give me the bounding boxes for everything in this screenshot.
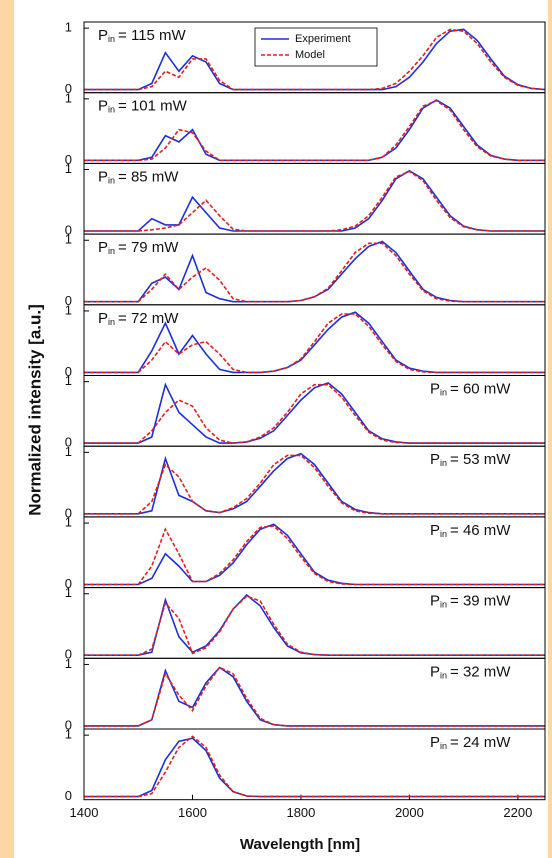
- power-label-main: P: [430, 380, 440, 397]
- power-label-value: = 101 mW: [118, 98, 188, 115]
- power-label-main: P: [98, 310, 108, 327]
- y-tick-label: 0: [65, 647, 72, 662]
- power-label: Pin = 101 mW: [98, 98, 188, 115]
- power-label-main: P: [98, 98, 108, 115]
- power-label-main: P: [430, 522, 440, 539]
- power-label-main: P: [98, 27, 108, 44]
- power-label-main: P: [430, 451, 440, 468]
- spectrum-line: [84, 454, 545, 515]
- panel-frame: [83, 728, 546, 801]
- power-label-value: = 115 mW: [118, 27, 187, 44]
- power-label-main: P: [430, 734, 440, 751]
- spectrum-line: [84, 525, 545, 586]
- power-label-value: = 53 mW: [450, 451, 511, 468]
- power-label-sub: in: [440, 388, 447, 398]
- spectrum-line: [84, 735, 545, 798]
- power-label: Pin = 60 mW: [430, 380, 511, 397]
- power-label: Pin = 39 mW: [430, 593, 511, 610]
- power-label-main: P: [430, 663, 440, 680]
- legend-label: Experiment: [295, 33, 351, 45]
- legend-box: [254, 27, 378, 67]
- power-label: Pin = 53 mW: [430, 451, 511, 468]
- x-tick-label: 2200: [503, 805, 532, 820]
- power-label-value: = 60 mW: [450, 380, 511, 397]
- y-tick-label: 0: [65, 293, 72, 308]
- power-label-value: = 39 mW: [450, 593, 511, 610]
- x-tick-label: 1600: [178, 805, 207, 820]
- y-tick-label: 0: [65, 222, 72, 237]
- y-tick-label: 0: [65, 364, 72, 379]
- spectrum-line: [84, 99, 545, 162]
- spectrum-line: [84, 242, 545, 303]
- legend-label: Model: [295, 49, 325, 61]
- y-tick-label: 0: [65, 152, 72, 167]
- power-label-sub: in: [440, 741, 447, 751]
- y-tick-label: 1: [65, 514, 72, 529]
- power-label-value: = 85 mW: [118, 168, 179, 185]
- power-label-value: = 24 mW: [450, 734, 511, 751]
- y-tick-label: 1: [65, 585, 72, 600]
- x-tick-label: 1800: [286, 805, 315, 820]
- y-tick-label: 1: [65, 444, 72, 459]
- power-label-value: = 46 mW: [450, 522, 511, 539]
- power-label-value: = 32 mW: [450, 663, 511, 680]
- y-tick-label: 1: [65, 232, 72, 247]
- x-axis-title: Wavelength [nm]: [240, 836, 360, 853]
- spectrum-line: [84, 383, 545, 444]
- power-label-main: P: [98, 168, 108, 185]
- spectrum-line: [84, 170, 545, 232]
- spectrum-line: [84, 28, 546, 91]
- y-tick-label: 0: [65, 505, 72, 520]
- spectrum-line: [84, 99, 545, 162]
- y-tick-label: 0: [65, 576, 72, 591]
- power-label: Pin = 24 mW: [430, 734, 511, 751]
- y-tick-label: 1: [65, 302, 72, 317]
- chart-background: [14, 0, 548, 858]
- power-label-value: = 72 mW: [118, 310, 179, 327]
- y-axis-title: Normalized intensity [a.u.]: [25, 304, 44, 516]
- power-label: Pin = 115 mW: [98, 27, 187, 44]
- power-label: Pin = 79 mW: [98, 239, 179, 256]
- y-tick-label: 1: [65, 656, 72, 671]
- power-label: Pin = 85 mW: [98, 168, 179, 185]
- y-tick-label: 1: [65, 373, 72, 388]
- power-label: Pin = 46 mW: [430, 522, 511, 539]
- power-label-main: P: [98, 239, 108, 256]
- power-label-sub: in: [440, 671, 447, 681]
- spectrum-line: [84, 595, 545, 656]
- spectrum-line: [84, 28, 546, 91]
- power-label-sub: in: [440, 600, 447, 610]
- y-tick-label: 1: [65, 90, 72, 105]
- power-label-main: P: [430, 593, 440, 610]
- y-tick-label: 1: [65, 20, 72, 35]
- power-label: Pin = 32 mW: [430, 663, 511, 680]
- power-label-sub: in: [108, 246, 115, 256]
- power-label-sub: in: [108, 105, 115, 115]
- y-tick-label: 0: [65, 81, 72, 96]
- spectrum-line: [84, 311, 545, 374]
- power-label-sub: in: [108, 317, 115, 327]
- y-tick-label: 1: [65, 727, 72, 742]
- power-label-sub: in: [108, 34, 115, 44]
- y-tick-label: 0: [65, 788, 72, 803]
- x-tick-label: 2000: [395, 805, 424, 820]
- y-tick-label: 1: [65, 161, 72, 176]
- power-label-sub: in: [440, 459, 447, 469]
- power-label-value: = 79 mW: [118, 239, 179, 256]
- power-label-sub: in: [108, 176, 115, 186]
- y-tick-label: 0: [65, 717, 72, 732]
- power-label: Pin = 72 mW: [98, 310, 179, 327]
- y-tick-label: 0: [65, 435, 72, 450]
- x-tick-label: 1400: [70, 805, 99, 820]
- spectrum-line: [84, 666, 545, 727]
- spectrum-line: [84, 313, 545, 374]
- power-label-sub: in: [440, 529, 447, 539]
